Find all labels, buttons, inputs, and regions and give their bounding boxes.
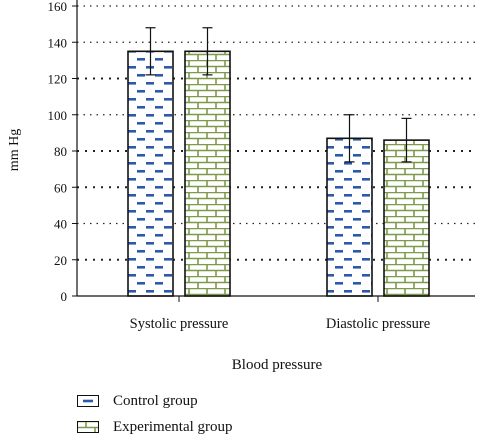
legend-label-control: Control group: [113, 392, 198, 409]
bar-0-0: [127, 50, 174, 297]
bar-1-1: [383, 139, 430, 297]
y-tick-label-140: 140: [48, 35, 68, 50]
legend: Control group Experimental group: [77, 388, 233, 440]
y-tick-label-60: 60: [54, 180, 67, 195]
bar-0-1: [326, 137, 373, 297]
legend-label-experimental: Experimental group: [113, 418, 233, 435]
error-bars: [145, 27, 412, 163]
x-tick-label-0: Systolic pressure: [130, 316, 229, 332]
experimental-group-swatch: [77, 421, 99, 433]
y-tick-label-100: 100: [48, 108, 68, 123]
axes: 0 20 40 60 80 100 120 140 160 Systolic pressure Di…: [48, 0, 475, 332]
y-tick-label-160: 160: [48, 0, 68, 14]
legend-item-experimental: Experimental group: [77, 414, 233, 440]
x-axis-label: Blood pressure: [232, 357, 323, 373]
y-tick-label-0: 0: [61, 289, 68, 304]
x-tick-label-1: Diastolic pressure: [326, 316, 430, 332]
y-axis-label: mm Hg: [7, 129, 22, 171]
y-tick-label-20: 20: [54, 253, 67, 268]
y-tick-label-120: 120: [48, 72, 68, 87]
legend-item-control: Control group: [77, 388, 233, 414]
y-tick-label-80: 80: [54, 144, 67, 159]
bar-1-0: [184, 50, 231, 297]
control-group-swatch: [77, 395, 99, 407]
y-tick-label-40: 40: [54, 217, 67, 232]
